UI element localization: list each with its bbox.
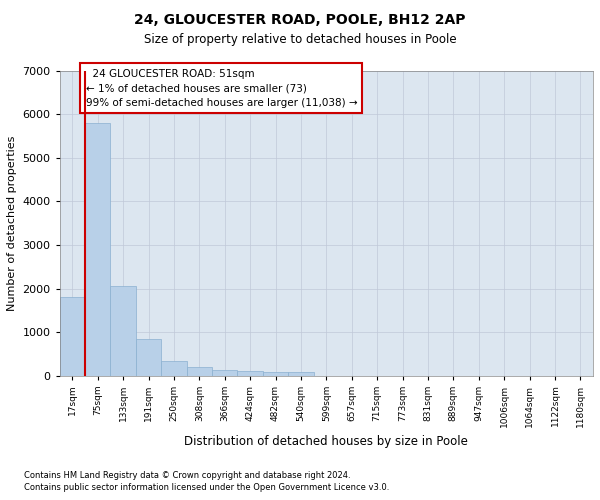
Bar — [288, 372, 314, 376]
Bar — [85, 123, 110, 376]
Text: Contains public sector information licensed under the Open Government Licence v3: Contains public sector information licen… — [24, 484, 389, 492]
Bar — [263, 372, 288, 376]
Bar — [161, 361, 187, 376]
X-axis label: Distribution of detached houses by size in Poole: Distribution of detached houses by size … — [184, 435, 468, 448]
Bar — [238, 371, 263, 376]
Bar — [187, 368, 212, 376]
Bar — [110, 286, 136, 376]
Text: Size of property relative to detached houses in Poole: Size of property relative to detached ho… — [143, 32, 457, 46]
Y-axis label: Number of detached properties: Number of detached properties — [7, 136, 17, 311]
Bar — [212, 370, 238, 376]
Text: 24 GLOUCESTER ROAD: 51sqm
← 1% of detached houses are smaller (73)
99% of semi-d: 24 GLOUCESTER ROAD: 51sqm ← 1% of detach… — [86, 68, 357, 108]
Bar — [136, 340, 161, 376]
Text: Contains HM Land Registry data © Crown copyright and database right 2024.: Contains HM Land Registry data © Crown c… — [24, 471, 350, 480]
Text: 24, GLOUCESTER ROAD, POOLE, BH12 2AP: 24, GLOUCESTER ROAD, POOLE, BH12 2AP — [134, 12, 466, 26]
Bar — [59, 297, 85, 376]
